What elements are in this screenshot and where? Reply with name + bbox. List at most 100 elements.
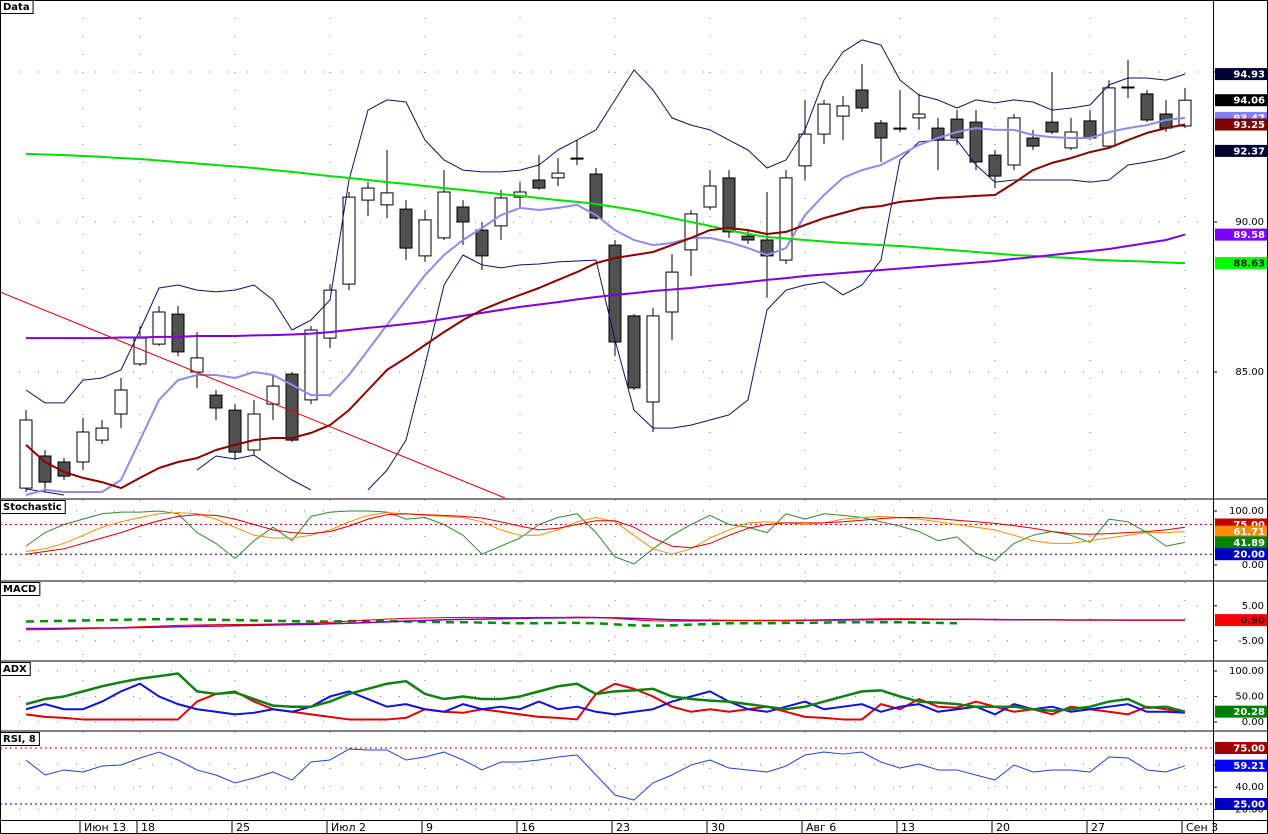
series-line (25, 682, 1186, 716)
series-line (25, 672, 1186, 713)
x-tick-label: Июн 13 (84, 821, 126, 834)
panel (0, 500, 1213, 580)
x-tick-label: 27 (1091, 821, 1105, 834)
candle-body (988, 154, 1002, 177)
candle-body (893, 127, 907, 130)
candle-body (1045, 121, 1059, 133)
candle-body (95, 427, 109, 441)
candle-body (1121, 86, 1135, 89)
candle-body (380, 192, 394, 206)
value-marker-label: 88.63 (1233, 259, 1265, 270)
candle-body (38, 455, 52, 483)
candle-body (418, 219, 432, 257)
y-tick-label: 100.00 (1229, 666, 1264, 677)
candle-body (570, 157, 584, 160)
candle-body (1178, 99, 1192, 127)
y-tick-label: 90.00 (1235, 217, 1264, 228)
value-marker-label: 20.00 (1233, 550, 1265, 561)
value-marker-label: 20.28 (1233, 707, 1265, 718)
candle-body (950, 118, 964, 139)
y-tick-label: 5.00 (1242, 601, 1264, 612)
candle-body (494, 197, 508, 227)
panel-title: ADX (3, 664, 27, 675)
candle-body (152, 311, 166, 345)
y-tick-label: 50.00 (1235, 691, 1264, 702)
series-line (25, 617, 958, 627)
candle-body (247, 413, 261, 451)
value-marker (1215, 705, 1267, 718)
panel-title: Stochastic (3, 502, 62, 513)
value-marker (1215, 68, 1267, 81)
y-tick-label: -5.00 (1238, 636, 1264, 647)
value-marker-label: 92.37 (1233, 146, 1265, 157)
value-marker (1215, 742, 1267, 755)
x-tick-label: Июл 2 (331, 821, 366, 834)
candle-body (855, 89, 869, 109)
x-tick-label: 13 (901, 821, 915, 834)
value-marker (1215, 548, 1267, 561)
candle-body (285, 373, 299, 441)
candle-body (836, 105, 850, 117)
candle-body (456, 206, 470, 223)
value-marker-label: 0.90 (1240, 616, 1265, 627)
value-marker-label: 59.21 (1233, 761, 1265, 772)
value-marker-label: 61.71 (1233, 527, 1265, 538)
candle-body (817, 103, 831, 135)
value-marker-label: 75.00 (1233, 744, 1265, 755)
candle-body (76, 431, 90, 463)
value-marker (1215, 797, 1267, 810)
series-line (25, 39, 1186, 404)
series-line (25, 616, 1185, 631)
panel (0, 0, 1213, 498)
candle-body (589, 173, 603, 219)
series-line (25, 513, 1186, 555)
x-tick-label: 20 (996, 821, 1010, 834)
value-marker-label: 94.06 (1233, 96, 1265, 107)
value-marker (1215, 525, 1267, 538)
y-tick-label: 40.00 (1235, 782, 1264, 793)
candle-body (551, 172, 565, 179)
candle-body (1064, 131, 1078, 149)
series-line (25, 512, 1186, 555)
candle-body (646, 315, 660, 403)
series-line (25, 748, 1186, 801)
y-tick-label: 85.00 (1235, 367, 1264, 378)
series-line (25, 139, 1186, 496)
x-tick-label: Сен 3 (1186, 821, 1218, 834)
candle-body (304, 329, 318, 401)
y-tick-label: 20.00 (1235, 805, 1264, 816)
x-tick-label: 25 (236, 821, 250, 834)
series-line (25, 123, 1186, 490)
candle-body (228, 409, 242, 453)
series-line (25, 152, 1186, 265)
value-marker (1215, 118, 1267, 131)
candle-body (798, 133, 812, 167)
candle-body (437, 191, 451, 239)
candle-body (1026, 137, 1040, 147)
value-marker-label: 75.00 (1233, 520, 1265, 531)
x-tick-label: 18 (141, 821, 155, 834)
candle-body (171, 313, 185, 353)
x-tick-label: 23 (616, 821, 630, 834)
value-marker-label: 94.93 (1233, 70, 1265, 81)
panel-title: Data (3, 2, 30, 13)
value-marker (1215, 536, 1267, 549)
value-marker (1215, 759, 1267, 772)
candle-body (912, 113, 926, 119)
candle-body (627, 315, 641, 389)
trend-line (0, 291, 506, 498)
value-marker-label: 41.89 (1233, 538, 1265, 549)
candle-body (703, 185, 717, 208)
y-tick-label: 0.00 (1242, 717, 1264, 728)
candle-body (684, 213, 698, 251)
candle-body (209, 394, 223, 409)
candle-body (190, 357, 204, 373)
x-tick-label: Авг 6 (806, 821, 836, 834)
candle-body (1007, 117, 1021, 166)
series-line (25, 116, 1186, 496)
series-line (26, 233, 1186, 340)
